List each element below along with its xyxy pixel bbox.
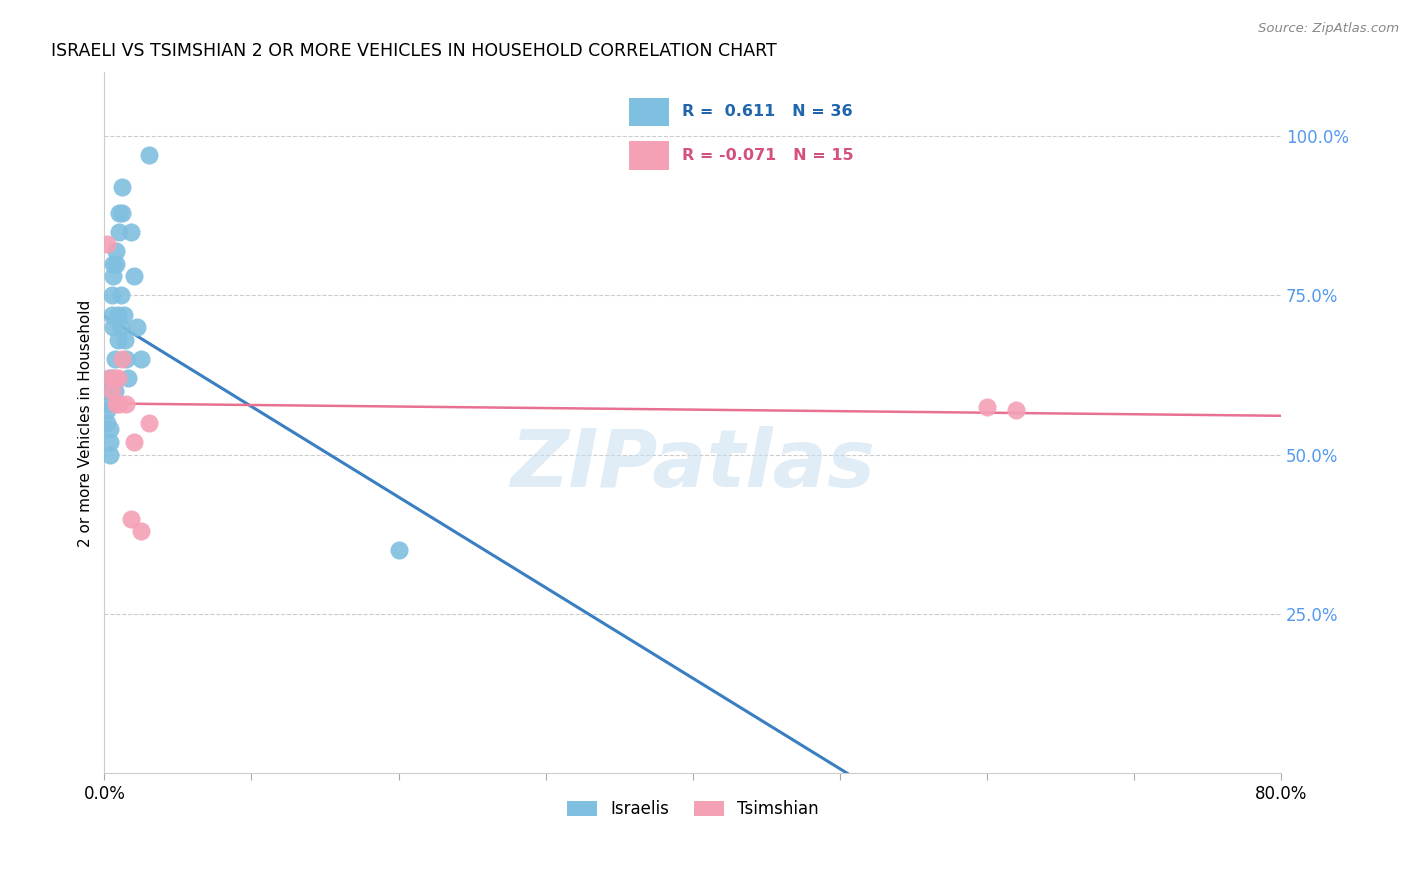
Point bbox=[98, 422, 121, 436]
Point bbox=[105, 397, 128, 411]
Point bbox=[105, 244, 128, 258]
Point bbox=[100, 288, 122, 302]
Text: Source: ZipAtlas.com: Source: ZipAtlas.com bbox=[1258, 22, 1399, 36]
Text: ZIPatlas: ZIPatlas bbox=[510, 426, 875, 504]
Point bbox=[115, 352, 138, 367]
Point bbox=[112, 308, 135, 322]
Point bbox=[138, 416, 160, 430]
Point bbox=[100, 308, 122, 322]
Point bbox=[104, 384, 127, 398]
Point bbox=[97, 397, 120, 411]
Point bbox=[115, 397, 138, 411]
Point bbox=[100, 371, 122, 385]
Point bbox=[103, 269, 125, 284]
Point bbox=[138, 148, 160, 162]
Y-axis label: 2 or more Vehicles in Household: 2 or more Vehicles in Household bbox=[79, 300, 93, 547]
Point bbox=[120, 225, 142, 239]
Point bbox=[120, 511, 142, 525]
Point bbox=[103, 320, 125, 334]
Point bbox=[129, 524, 152, 539]
Point bbox=[98, 448, 121, 462]
Point bbox=[105, 257, 128, 271]
Point bbox=[96, 416, 118, 430]
Point bbox=[111, 205, 134, 219]
Point bbox=[108, 397, 131, 411]
Point bbox=[110, 288, 132, 302]
Point bbox=[110, 320, 132, 334]
Point bbox=[103, 257, 125, 271]
Point bbox=[108, 205, 131, 219]
Point bbox=[104, 352, 127, 367]
Point bbox=[107, 308, 129, 322]
Point bbox=[107, 371, 129, 385]
Point bbox=[125, 320, 148, 334]
Point bbox=[97, 371, 120, 385]
Point bbox=[117, 371, 139, 385]
Point bbox=[129, 352, 152, 367]
Point bbox=[114, 333, 136, 347]
Point bbox=[107, 333, 129, 347]
Point bbox=[976, 400, 998, 414]
Point bbox=[387, 543, 409, 558]
Point bbox=[98, 371, 121, 385]
Point bbox=[122, 435, 145, 450]
Point bbox=[111, 180, 134, 194]
Point bbox=[98, 435, 121, 450]
Point bbox=[96, 237, 118, 252]
Point bbox=[100, 384, 122, 398]
Text: ISRAELI VS TSIMSHIAN 2 OR MORE VEHICLES IN HOUSEHOLD CORRELATION CHART: ISRAELI VS TSIMSHIAN 2 OR MORE VEHICLES … bbox=[52, 42, 778, 60]
Point bbox=[1005, 403, 1028, 417]
Point bbox=[108, 225, 131, 239]
Point bbox=[122, 269, 145, 284]
Point bbox=[111, 352, 134, 367]
Point bbox=[104, 371, 127, 385]
Legend: Israelis, Tsimshian: Israelis, Tsimshian bbox=[560, 793, 825, 825]
Point bbox=[97, 384, 120, 398]
Point bbox=[96, 403, 118, 417]
